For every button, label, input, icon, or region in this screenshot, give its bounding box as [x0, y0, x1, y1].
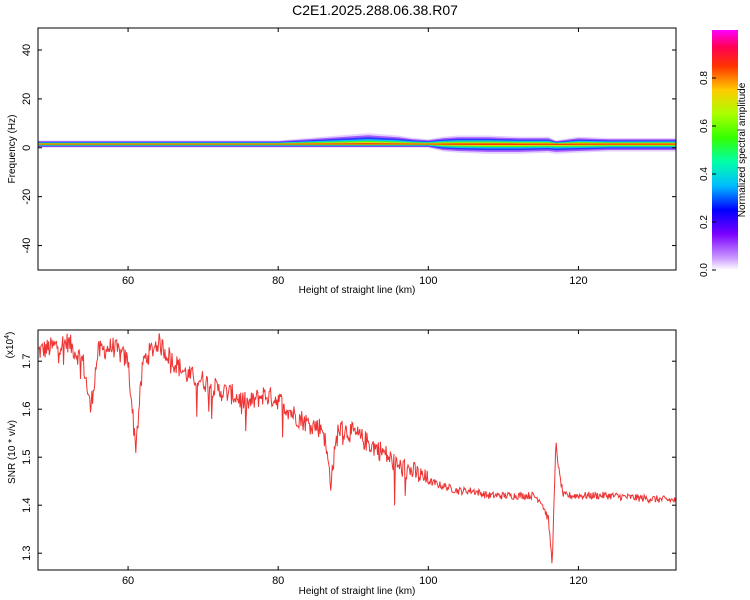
snr-y-tick-label: 1.7 — [21, 354, 33, 369]
spectrogram-x-tick-label: 60 — [122, 275, 134, 287]
snr-panel: 60 80 100 120 1.3 1.4 1.5 1.6 1.7 Height of str… — [4, 329, 677, 597]
spectrogram-x-tick-label: 120 — [569, 275, 587, 287]
colorbar-tick-label: 0.4 — [699, 167, 710, 181]
snr-scale-exponent: 4 — [4, 335, 11, 339]
svg-text:(x104): (x104) — [4, 332, 16, 359]
colorbar-tick-label: 0.2 — [699, 215, 710, 229]
snr-y-tick-label: 1.6 — [21, 402, 33, 417]
snr-x-axis-label: Height of straight line (km) — [299, 586, 416, 597]
snr-scale-note: (x104) — [4, 332, 16, 359]
snr-scale-base: (x10 — [5, 338, 16, 358]
spectrogram-y-tick-label: 0 — [21, 145, 33, 151]
spectrogram-y-axis-label: Frequency (Hz) — [7, 115, 18, 184]
colorbar-tick-label: 0.6 — [699, 119, 710, 133]
spectral-band-layer-6 — [38, 143, 676, 145]
colorbar-tick-label: 0.8 — [699, 71, 710, 85]
spectrogram-panel: 60 80 100 120 -40 -20 0 20 40 Height of straigh… — [7, 27, 677, 296]
colorbar: 0.0 0.2 0.4 0.6 0.8 Normalized spectral ampl… — [699, 30, 748, 277]
snr-y-tick-label: 1.5 — [21, 450, 33, 465]
snr-y-tick-label: 1.3 — [21, 546, 33, 561]
snr-plot-area — [38, 330, 676, 570]
colorbar-label: Normalized spectral amplitude — [737, 82, 748, 217]
snr-x-tick-label: 100 — [419, 575, 437, 587]
spectrogram-x-tick-label: 80 — [272, 275, 284, 287]
snr-x-tick-label: 120 — [569, 575, 587, 587]
snr-y-tick-label: 1.4 — [21, 498, 33, 513]
snr-x-tick-label: 60 — [122, 575, 134, 587]
snr-frame — [37, 329, 677, 571]
snr-series-line — [38, 333, 676, 564]
snr-x-tick-label: 80 — [272, 575, 284, 587]
spectrogram-x-axis-label: Height of straight line (km) — [299, 285, 416, 296]
spectrogram-y-tick-label: -40 — [21, 238, 33, 254]
colorbar-gradient — [712, 30, 738, 270]
figure-title: C2E1.2025.288.06.38.R07 — [292, 2, 458, 18]
colorbar-tick-label: 0.0 — [699, 263, 710, 277]
spectrogram-frame — [37, 27, 677, 271]
snr-y-axis-label: SNR (10 * v/v) — [7, 420, 18, 484]
spectrogram-y-tick-label: 40 — [21, 44, 33, 56]
spectrogram-x-tick-label: 100 — [419, 275, 437, 287]
spectrogram-y-tick-label: -20 — [21, 189, 33, 205]
spectrogram-y-tick-label: 20 — [21, 93, 33, 105]
